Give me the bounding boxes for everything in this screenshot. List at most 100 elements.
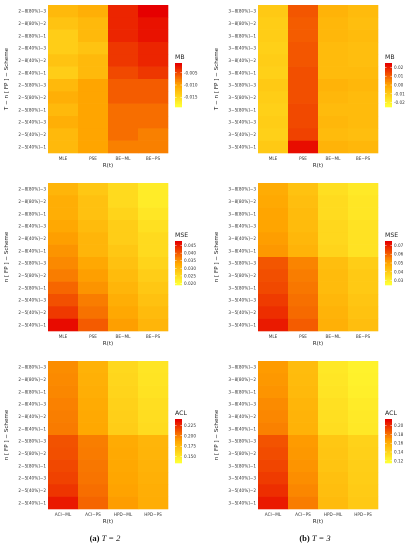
x-tick-label: MLE: [59, 156, 68, 161]
y-tick-label: 2−5[80%]−1: [18, 107, 46, 112]
heatmap-cell: [258, 42, 289, 55]
heatmap-cell: [288, 281, 319, 295]
x-tick-label: BE−PS: [146, 156, 161, 161]
heatmap-cell: [318, 361, 349, 374]
y-tick-label: 2−8[80%]−3: [18, 187, 46, 192]
heatmap-cell: [348, 29, 379, 43]
heatmap-cell: [258, 79, 289, 92]
heatmap-cell: [108, 54, 139, 67]
legend-gradient-step: [385, 279, 392, 281]
x-axis-title: R(t): [313, 519, 323, 525]
legend-gradient-step: [385, 104, 392, 106]
heatmap-cell: [288, 128, 319, 141]
heatmap-cell: [258, 140, 289, 154]
y-tick-label: 3−5[40%]−2: [228, 132, 256, 137]
legend-gradient-step: [385, 89, 392, 92]
heatmap-cell: [258, 183, 289, 196]
legend-gradient-step: [175, 283, 182, 286]
legend-gradient-step: [385, 90, 392, 93]
heatmap-cell: [318, 128, 349, 141]
heatmap-cell: [318, 306, 349, 319]
legend-gradient-step: [385, 251, 392, 254]
heatmap-cell: [288, 435, 319, 448]
x-tick-label: BE−ML: [326, 334, 342, 339]
legend-tick-label: 0.030: [184, 266, 196, 271]
heatmap-cell: [348, 103, 379, 117]
heatmap-cell: [288, 496, 319, 510]
legend-gradient-step: [385, 246, 392, 249]
heatmap-cell: [258, 484, 289, 497]
legend-gradient-step: [175, 246, 182, 249]
legend-gradient-step: [175, 455, 182, 458]
legend-gradient-step: [385, 267, 392, 270]
legend-gradient-step: [175, 248, 182, 251]
heatmap-cell: [48, 183, 79, 196]
x-axis-title: R(t): [103, 519, 113, 525]
legend-gradient-step: [175, 457, 182, 459]
heatmap-panel-a-ACL: 2−8[80%]−3 2−8[80%]−2 2−8[80%]−1 2−8[40%]−3…: [4, 361, 196, 525]
heatmap-cell: [288, 398, 319, 411]
y-tick-label: 3−8[40%]−2: [228, 236, 256, 241]
y-tick-label: 3−8[40%]−1: [228, 70, 256, 75]
heatmap-cell: [48, 294, 79, 307]
legend-gradient-step: [385, 277, 392, 280]
y-axis-title: n [ FP ] − Scheme: [214, 409, 220, 460]
legend-gradient-step: [385, 68, 392, 71]
x-tick-label: PSE: [299, 334, 307, 339]
heatmap-cell: [48, 361, 79, 374]
heatmap-cell: [138, 361, 169, 374]
y-tick-label: 2−5[40%]−1: [18, 322, 46, 327]
heatmap-cell: [348, 385, 379, 399]
heatmap-cell: [78, 422, 109, 436]
x-tick-label: BE−PS: [356, 156, 371, 161]
x-tick-label: ACI−PS: [85, 512, 101, 517]
heatmap-cell: [48, 42, 79, 55]
heatmap-cell: [138, 269, 169, 282]
heatmap-cell: [288, 257, 319, 270]
heatmap-cell: [78, 281, 109, 295]
y-tick-label: 3−5[80%]−3: [228, 439, 256, 444]
heatmap-cell: [288, 484, 319, 497]
y-tick-label: 3−5[40%]−2: [228, 488, 256, 493]
legend-gradient-step: [175, 77, 182, 80]
legend-gradient-step: [385, 86, 392, 89]
legend-tick-label: 0.01: [394, 74, 404, 79]
heatmap-cell: [258, 54, 289, 67]
legend-tick-label: 0.020: [184, 281, 196, 286]
legend-gradient-step: [175, 63, 182, 65]
heatmap-panel-a-MSE: 2−8[80%]−3 2−8[80%]−2 2−8[80%]−1 2−8[40%]−3…: [4, 183, 196, 347]
y-tick-label: 3−5[80%]−2: [228, 95, 256, 100]
y-tick-label: 3−8[40%]−3: [228, 224, 256, 229]
heatmap-cell: [48, 373, 79, 386]
y-tick-label: 2−8[80%]−1: [18, 211, 46, 216]
y-tick-label: 2−8[40%]−1: [18, 70, 46, 75]
heatmap-panel-a-MB: 2−8[80%]−3 2−8[80%]−2 2−8[80%]−1 2−8[40%]−3…: [4, 5, 198, 169]
heatmap-cell: [288, 373, 319, 386]
y-tick-label: 3−5[80%]−2: [228, 273, 256, 278]
x-tick-label: ACI−PS: [295, 512, 311, 517]
legend-gradient-step: [385, 280, 392, 283]
heatmap-cell: [348, 195, 379, 208]
heatmap-cell: [138, 17, 169, 30]
y-tick-label: 2−5[80%]−3: [18, 439, 46, 444]
legend-gradient-step: [175, 71, 182, 74]
heatmap-cell: [108, 269, 139, 282]
y-tick-label: 2−5[40%]−2: [18, 310, 46, 315]
heatmap-cell: [78, 183, 109, 196]
heatmap-cell: [258, 269, 289, 282]
legend-gradient-step: [175, 242, 182, 245]
heatmap-cell: [78, 140, 109, 154]
heatmap-cell: [108, 422, 139, 436]
legend-gradient-step: [385, 70, 392, 73]
legend-gradient-step: [385, 96, 392, 99]
heatmap-cell: [318, 269, 349, 282]
x-tick-label: BE−ML: [326, 156, 342, 161]
heatmap-cell: [258, 472, 289, 485]
legend-gradient-step: [385, 63, 392, 65]
heatmap-cell: [138, 459, 169, 473]
heatmap-cell: [138, 447, 169, 460]
heatmap-cell: [78, 128, 109, 141]
legend-gradient-step: [385, 105, 392, 108]
heatmap-cell: [318, 496, 349, 510]
legend-gradient-step: [175, 277, 182, 280]
